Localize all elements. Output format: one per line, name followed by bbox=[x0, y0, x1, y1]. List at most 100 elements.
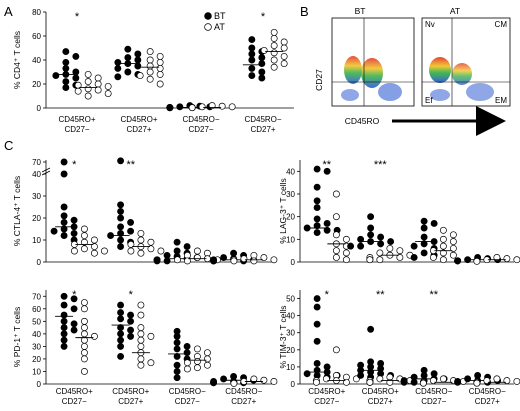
point-at bbox=[250, 257, 258, 265]
point-bt bbox=[313, 337, 321, 345]
significance-marker: * bbox=[325, 289, 330, 301]
y-axis-label: % LAG-3⁺ T cells bbox=[278, 178, 288, 244]
point-at bbox=[156, 80, 164, 88]
category-label: CD45RO− bbox=[169, 387, 206, 396]
point-bt bbox=[173, 332, 181, 340]
point-bt bbox=[166, 104, 174, 112]
point-at bbox=[80, 305, 88, 313]
y-tick-label: 10 bbox=[286, 235, 295, 244]
legend: BT AT bbox=[204, 11, 226, 32]
y-axis-label: % TIM-3⁺ T cells bbox=[278, 305, 288, 368]
point-bt bbox=[62, 84, 70, 92]
point-at bbox=[228, 103, 236, 111]
point-at bbox=[198, 103, 206, 111]
point-bt bbox=[313, 295, 321, 302]
point-bt bbox=[60, 311, 68, 319]
point-bt bbox=[357, 372, 365, 379]
point-at bbox=[104, 90, 112, 98]
legend-marker-at bbox=[204, 23, 212, 31]
point-bt bbox=[303, 370, 311, 378]
point-bt bbox=[410, 378, 418, 386]
point-at bbox=[493, 254, 501, 261]
point-at bbox=[147, 332, 155, 340]
point-at bbox=[396, 247, 404, 255]
y-tick-label: 20 bbox=[286, 213, 295, 222]
point-at bbox=[439, 256, 447, 264]
point-bt bbox=[127, 227, 135, 235]
point-at bbox=[157, 247, 165, 255]
point-bt bbox=[183, 342, 191, 350]
point-bt bbox=[430, 220, 438, 227]
point-bt bbox=[313, 320, 321, 328]
y-tick-label: 30 bbox=[286, 190, 295, 199]
point-at bbox=[147, 245, 155, 253]
point-at bbox=[193, 357, 201, 365]
point-bt bbox=[313, 204, 321, 212]
point-bt bbox=[420, 249, 428, 257]
panel-label-a: A bbox=[4, 4, 13, 19]
point-bt bbox=[60, 342, 68, 350]
significance-marker: * bbox=[72, 289, 77, 301]
panel-label-c: C bbox=[4, 138, 13, 153]
legend-label-bt: BT bbox=[214, 11, 226, 21]
point-bt bbox=[367, 325, 375, 333]
point-bt bbox=[313, 360, 321, 367]
point-at bbox=[332, 346, 340, 354]
y-tick-label: 30 bbox=[32, 192, 41, 201]
y-tick-label: 50 bbox=[286, 295, 295, 304]
point-at bbox=[156, 52, 164, 60]
point-at bbox=[429, 377, 437, 385]
point-at bbox=[449, 244, 457, 252]
point-bt bbox=[173, 345, 181, 353]
point-at bbox=[376, 375, 384, 383]
category-label: CD27− bbox=[421, 397, 446, 406]
point-at bbox=[332, 247, 340, 255]
category-label: CD27− bbox=[175, 397, 200, 406]
point-at bbox=[146, 48, 154, 56]
point-at bbox=[156, 58, 164, 66]
point-bt bbox=[248, 72, 256, 80]
category-label: CD45RO− bbox=[469, 387, 506, 396]
point-at bbox=[137, 324, 145, 332]
y-tick-label: 20 bbox=[286, 346, 295, 355]
point-bt bbox=[117, 201, 125, 209]
point-bt bbox=[62, 78, 70, 86]
point-at bbox=[270, 28, 278, 36]
point-at bbox=[203, 361, 211, 369]
point-bt bbox=[367, 231, 375, 239]
point-at bbox=[312, 378, 320, 386]
point-bt bbox=[62, 64, 70, 72]
point-bt bbox=[134, 56, 142, 64]
point-at bbox=[137, 249, 145, 257]
point-at bbox=[80, 330, 88, 338]
point-bt bbox=[220, 375, 228, 383]
point-at bbox=[136, 72, 144, 80]
point-at bbox=[80, 349, 88, 357]
point-bt bbox=[313, 197, 321, 205]
point-bt bbox=[114, 73, 122, 81]
point-bt bbox=[153, 257, 161, 265]
point-bt bbox=[117, 301, 125, 309]
y-tick-label: 30 bbox=[32, 342, 41, 351]
point-at bbox=[503, 255, 511, 263]
axis-break bbox=[41, 167, 51, 173]
category-label: CD27− bbox=[64, 125, 89, 134]
point-bt bbox=[313, 229, 321, 236]
point-bt bbox=[127, 317, 135, 325]
point-bt bbox=[134, 62, 142, 70]
point-bt bbox=[400, 378, 408, 386]
point-at bbox=[90, 243, 98, 251]
point-bt bbox=[134, 50, 142, 58]
point-at bbox=[137, 229, 145, 237]
point-bt bbox=[117, 207, 125, 215]
category-label: CD27+ bbox=[475, 397, 500, 406]
category-label: CD27− bbox=[188, 125, 213, 134]
category-label: CD45RO+ bbox=[56, 387, 93, 396]
point-at bbox=[366, 256, 374, 264]
category-label: CD45RO− bbox=[182, 115, 219, 124]
point-at bbox=[386, 378, 394, 386]
point-at bbox=[188, 104, 196, 112]
point-bt bbox=[117, 342, 125, 350]
point-at bbox=[439, 235, 447, 243]
